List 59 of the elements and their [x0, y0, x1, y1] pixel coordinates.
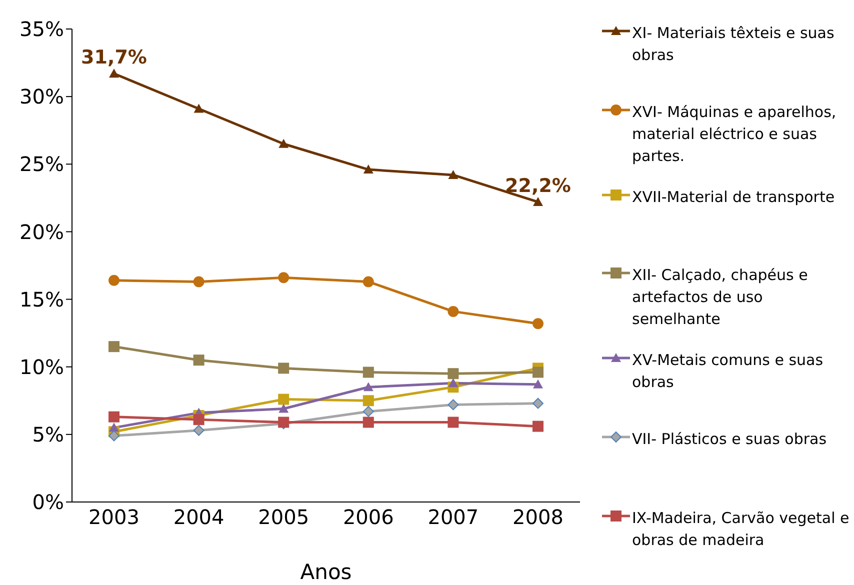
- x-tick-label: 2005: [258, 505, 310, 530]
- point: [278, 404, 289, 413]
- point: [532, 420, 544, 432]
- point: [362, 276, 374, 288]
- x-axis-title: Anos: [300, 560, 352, 584]
- point: [533, 379, 543, 388]
- data-label: 22,2%: [505, 174, 571, 197]
- point: [193, 424, 204, 436]
- x-tick-label: 2007: [428, 505, 479, 530]
- y-tick-label: 15%: [20, 287, 64, 312]
- point: [448, 399, 459, 410]
- y-tick-label: 20%: [20, 220, 64, 244]
- data-label: 31,7%: [81, 46, 147, 69]
- y-tick-label: 25%: [20, 152, 64, 176]
- y-tick-label: 0%: [32, 490, 64, 514]
- y-tick-label: 35%: [20, 17, 64, 42]
- point: [108, 430, 120, 442]
- point: [108, 341, 120, 352]
- point: [362, 395, 374, 406]
- point: [193, 414, 204, 426]
- point: [532, 318, 544, 330]
- point: [448, 416, 459, 428]
- point: [278, 394, 290, 405]
- point: [532, 366, 544, 378]
- y-tick-label: 30%: [20, 84, 64, 109]
- x-tick-label: 2004: [173, 505, 224, 530]
- legend-label: XV-Metais comuns e suas obras: [632, 350, 824, 394]
- legend-label: XVII-Material de transporte: [632, 186, 835, 208]
- point: [362, 416, 374, 428]
- point: [278, 138, 289, 148]
- point: [448, 368, 459, 380]
- point: [362, 366, 374, 378]
- point: [193, 354, 204, 366]
- y-tick-label: 5%: [32, 422, 64, 447]
- legend-label: VII- Plásticos e suas obras: [632, 429, 827, 450]
- point: [193, 276, 204, 288]
- point: [194, 104, 204, 113]
- point: [448, 170, 458, 179]
- x-tick-label: 2003: [88, 505, 140, 530]
- point: [533, 196, 543, 206]
- point: [109, 68, 119, 78]
- y-tick-label: 10%: [20, 354, 64, 379]
- point: [448, 378, 458, 388]
- x-tick-label: 2006: [342, 505, 394, 530]
- point: [362, 406, 374, 417]
- x-tick-label: 2008: [512, 505, 564, 530]
- legend-label: IX-Madeira, Carvão vegetal e obras de madeira: [632, 508, 850, 551]
- point: [363, 382, 374, 392]
- point: [448, 306, 459, 317]
- legend-label: XII- Calçado, chapéus e artefactos de uso semelhante: [632, 265, 809, 330]
- legend-label: XI- Materiais têxteis e suas obras: [632, 23, 836, 66]
- point: [363, 164, 374, 174]
- point: [278, 362, 290, 374]
- point: [108, 411, 120, 422]
- legend-label: XVI- Máquinas e aparelhos, material eléctrico e suas partes.: [632, 102, 838, 167]
- point: [108, 274, 120, 286]
- point: [278, 272, 290, 284]
- point: [109, 422, 119, 432]
- point: [532, 398, 544, 409]
